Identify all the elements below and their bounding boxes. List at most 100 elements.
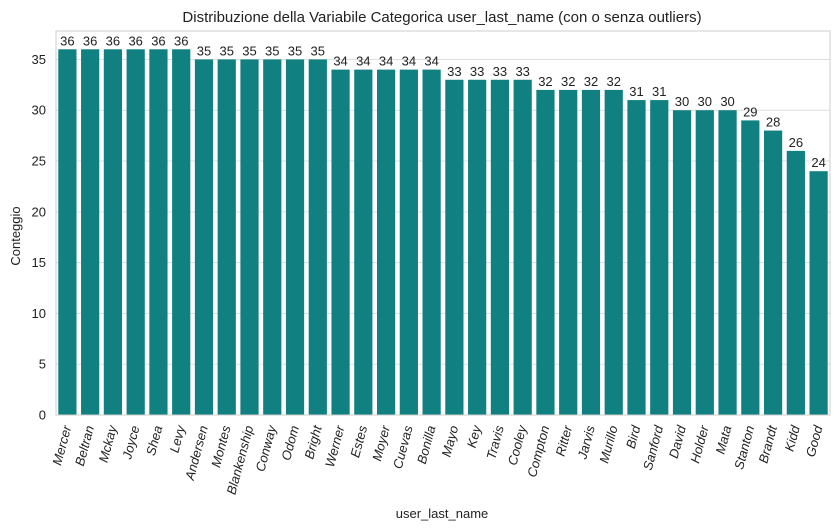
bar [217,59,236,415]
data-label: 35 [220,43,234,58]
bar [103,49,123,416]
bar [786,150,805,415]
bar [763,130,783,416]
data-label: 36 [128,33,142,48]
data-labels: 36 36 36 36 36 36 35 35 35 35 35 35 34 34 34 34 34 33 33 33… [60,33,826,170]
y-axis-label: Conteggio [8,206,23,265]
data-label: 35 [265,43,279,58]
bar [58,49,77,416]
bar [172,49,191,416]
bar [445,79,464,415]
bar [718,110,737,415]
y-tick-label: 20 [32,204,46,219]
bar [308,59,327,415]
chart-title: Distribuzione della Variabile Categorica… [182,9,701,26]
bar [695,110,714,415]
data-label: 33 [447,64,461,79]
x-tick-label: Moyer [369,423,393,462]
x-tick-label: Werner [322,423,348,468]
data-label: 34 [379,54,393,69]
data-label: 31 [629,84,643,99]
bar [627,100,646,415]
x-tick-label: Good [803,423,826,458]
x-tick-label: Cuevas [390,423,416,470]
x-tick-label: Jarvis [574,423,598,461]
x-tick-label: Kidd [782,423,803,453]
y-tick-label: 30 [32,103,46,118]
data-label: 35 [197,43,211,58]
x-tick-label: Compton [524,424,552,479]
axes-frame [55,30,831,416]
data-label: 33 [493,64,507,79]
data-label: 30 [698,94,712,109]
x-tick-label: Joyce [119,424,143,462]
bar [194,59,214,415]
x-tick-label: Ritter [553,423,576,458]
data-label: 34 [402,54,416,69]
x-tick-label: Bird [623,423,644,450]
y-tick-label: 35 [32,52,46,67]
bar [285,59,305,415]
x-tick-label: Stanton [731,424,757,471]
data-label: 36 [106,33,120,48]
data-label: 30 [720,94,734,109]
data-label: 30 [675,94,689,109]
bar [536,89,555,416]
x-tick-label: Murillo [596,424,620,465]
bars [58,49,828,416]
x-tick-label: Mckay [96,422,121,464]
x-tick-label: Conway [253,422,280,473]
bar [650,100,669,415]
x-tick-label: Brandt [756,423,781,465]
data-label: 33 [470,64,484,79]
bar [240,59,259,415]
bar [809,171,828,415]
data-label: 34 [424,54,438,69]
bar [559,89,578,416]
x-tick-label: Levy [167,422,189,454]
x-tick-label: Mercer [49,423,74,467]
x-tick-label: Holder [687,423,712,465]
x-tick-label: Cooley [505,422,530,466]
bar [672,110,692,415]
bar [126,49,145,416]
data-label: 36 [60,33,74,48]
x-tick-label: Sanford [640,423,666,472]
data-label: 32 [561,74,575,89]
data-label: 24 [811,155,825,170]
bar [376,69,396,415]
data-label: 36 [151,33,165,48]
data-label: 32 [607,74,621,89]
y-tick-label: 10 [32,306,46,321]
x-tick-label: Odom [278,424,302,462]
x-axis-label: user_last_name [396,506,489,521]
data-label: 35 [288,43,302,58]
data-label: 35 [311,43,325,58]
bar [81,49,100,416]
bar [149,49,168,416]
data-label: 26 [789,135,803,150]
bar [468,79,487,415]
y-axis-ticks: 0 5 10 15 20 25 30 35 [32,52,46,423]
data-label: 32 [584,74,598,89]
x-tick-label: Shea [143,424,165,457]
x-tick-label: David [666,423,689,460]
x-tick-label: Mata [712,424,734,456]
x-tick-label: Bonilla [414,424,439,466]
bar [331,69,350,415]
bar [422,69,441,415]
y-tick-label: 5 [39,357,46,372]
data-label: 33 [515,64,529,79]
bar [490,79,510,415]
y-tick-label: 0 [39,408,46,423]
bar [263,59,282,415]
x-tick-label: Key [464,422,485,449]
bar [399,69,418,415]
data-label: 34 [333,54,347,69]
data-label: 32 [538,74,552,89]
x-tick-label: Beltran [72,424,97,468]
data-label: 31 [652,84,666,99]
data-label: 34 [356,54,370,69]
